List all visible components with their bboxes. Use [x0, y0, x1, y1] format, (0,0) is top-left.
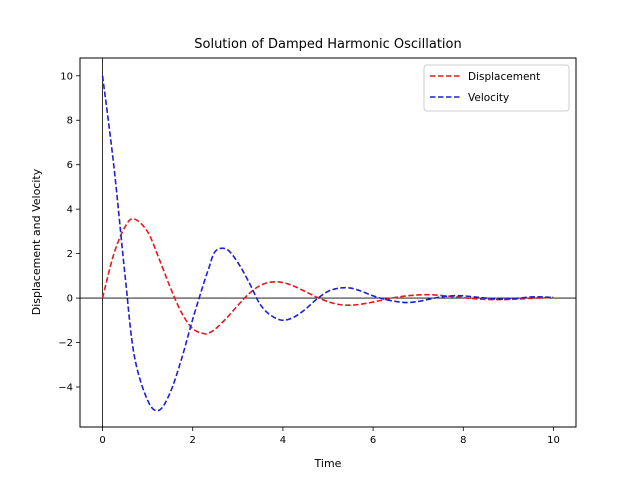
legend-box [423, 64, 570, 112]
y-tick-label: 8 [67, 116, 73, 127]
chart-title: Solution of Damped Harmonic Oscillation [194, 37, 462, 52]
x-tick-label: 2 [190, 435, 196, 446]
y-tick-label: −4 [58, 382, 73, 393]
x-tick-label: 4 [280, 435, 286, 446]
y-tick-label: 10 [60, 71, 73, 82]
x-tick-label: 0 [99, 435, 105, 446]
plot-area-frame [79, 57, 577, 428]
x-axis-label: Time [314, 457, 342, 470]
legend-label-velocity: Velocity [468, 92, 509, 104]
y-tick-label: 0 [67, 294, 73, 305]
y-axis-ticks: −4 −2 0 2 4 6 8 10 [58, 71, 80, 393]
x-axis-ticks: 0 2 4 6 8 10 [99, 427, 560, 446]
legend-label-displacement: Displacement [468, 71, 540, 83]
series-lines [101, 75, 554, 412]
legend: Displacement Velocity [423, 64, 570, 112]
y-axis-label: Displacement and Velocity [30, 168, 43, 315]
x-tick-label: 6 [370, 435, 376, 446]
x-tick-label: 10 [547, 435, 560, 446]
y-tick-label: 4 [67, 205, 73, 216]
y-tick-label: 6 [67, 160, 73, 171]
y-tick-label: 2 [67, 249, 73, 260]
series-line-velocity [101, 75, 554, 412]
y-tick-label: −2 [58, 338, 73, 349]
series-line-displacement [101, 217, 554, 335]
x-tick-label: 8 [460, 435, 466, 446]
